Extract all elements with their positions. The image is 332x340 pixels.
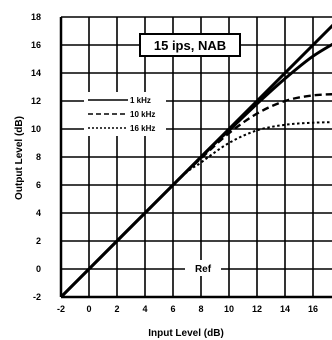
y-tick-label: 8 bbox=[36, 152, 41, 162]
y-tick-label: 14 bbox=[31, 68, 41, 78]
x-tick-label: 14 bbox=[280, 304, 290, 314]
y-tick-label: 4 bbox=[36, 208, 41, 218]
chart-title: 15 ips, NAB bbox=[154, 38, 226, 53]
title-box bbox=[139, 33, 241, 57]
series-line bbox=[59, 42, 332, 299]
y-tick-label: -2 bbox=[33, 292, 41, 302]
x-tick-label: 16 bbox=[308, 304, 318, 314]
y-tick-label: 2 bbox=[36, 236, 41, 246]
grid bbox=[59, 16, 332, 299]
legend-label: 10 kHz bbox=[130, 110, 155, 119]
series-line bbox=[60, 121, 332, 298]
x-tick-label: 4 bbox=[142, 304, 147, 314]
x-tick-label: 2 bbox=[114, 304, 119, 314]
x-axis-label: Input Level (dB) bbox=[148, 328, 224, 339]
y-tick-label: 12 bbox=[31, 96, 41, 106]
y-tick-label: 0 bbox=[36, 264, 41, 274]
ref-label-bg bbox=[185, 260, 221, 276]
x-tick-label: 10 bbox=[224, 304, 234, 314]
y-tick-label: 10 bbox=[31, 124, 41, 134]
y-axis-label: Output Level (dB) bbox=[14, 116, 25, 200]
curves bbox=[59, 23, 332, 299]
x-tick-label: 12 bbox=[252, 304, 262, 314]
x-tick-label: 8 bbox=[198, 304, 203, 314]
y-tick-label: 6 bbox=[36, 180, 41, 190]
y-tick-label: 18 bbox=[31, 12, 41, 22]
x-tick-label: 6 bbox=[170, 304, 175, 314]
series-line bbox=[60, 93, 332, 298]
legend-label: 1 kHz bbox=[130, 96, 151, 105]
legend-label: 16 kHz bbox=[130, 124, 155, 133]
legend: 1 kHz 10 kHz 16 kHz bbox=[84, 92, 166, 136]
x-tick-label: -2 bbox=[57, 304, 65, 314]
x-tick-label: 0 bbox=[86, 304, 91, 314]
y-tick-label: 16 bbox=[31, 40, 41, 50]
ref-label: Ref bbox=[195, 264, 212, 275]
